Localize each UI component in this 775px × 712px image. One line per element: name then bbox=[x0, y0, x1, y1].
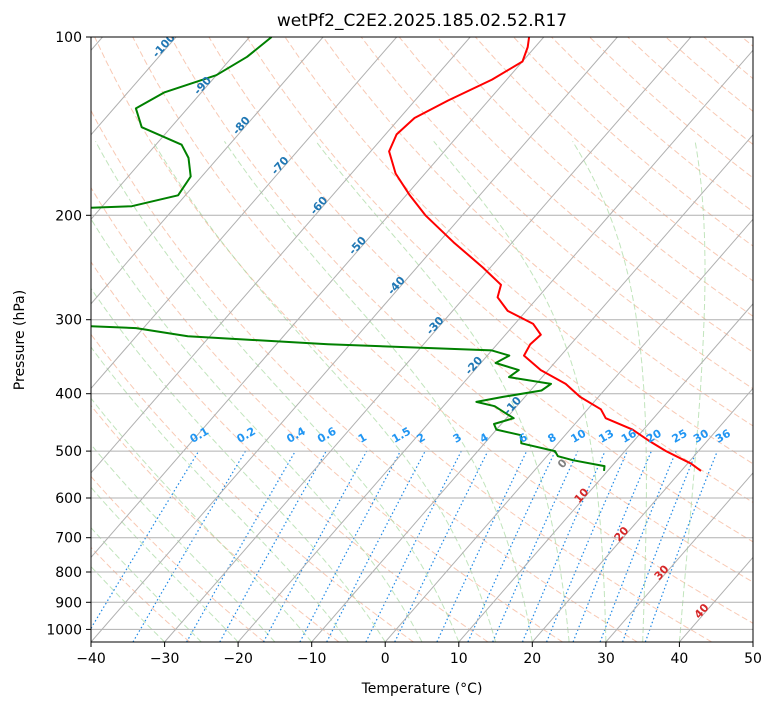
x-tick-label: −10 bbox=[297, 651, 327, 667]
x-tick-label: −40 bbox=[76, 651, 106, 667]
x-tick-label: 40 bbox=[670, 651, 688, 667]
x-axis-label: Temperature (°C) bbox=[361, 681, 483, 697]
x-tick-label: 10 bbox=[450, 651, 468, 667]
y-tick-label: 900 bbox=[55, 595, 82, 611]
x-tick-label: 30 bbox=[597, 651, 615, 667]
x-tick-label: 20 bbox=[523, 651, 541, 667]
x-tick-label: −20 bbox=[223, 651, 253, 667]
y-tick-label: 600 bbox=[55, 491, 82, 507]
chart-title: wetPf2_C2E2.2025.185.02.52.R17 bbox=[277, 11, 567, 31]
x-tick-label: 0 bbox=[381, 651, 390, 667]
y-tick-label: 1000 bbox=[46, 622, 82, 638]
y-tick-label: 200 bbox=[55, 208, 82, 224]
y-axis-label: Pressure (hPa) bbox=[12, 290, 28, 390]
y-tick-label: 300 bbox=[55, 313, 82, 329]
y-tick-label: 100 bbox=[55, 30, 82, 46]
y-tick-label: 400 bbox=[55, 387, 82, 403]
x-tick-label: 50 bbox=[744, 651, 762, 667]
y-tick-label: 700 bbox=[55, 531, 82, 547]
y-tick-label: 500 bbox=[55, 444, 82, 460]
x-tick-label: −30 bbox=[150, 651, 180, 667]
y-tick-label: 800 bbox=[55, 565, 82, 581]
